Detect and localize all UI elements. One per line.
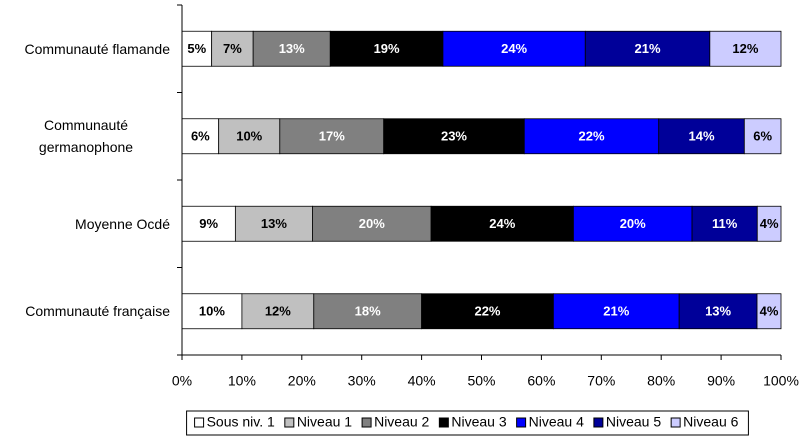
value-label: 6% [191,129,210,144]
bar-segment [383,118,525,155]
value-label: 13% [261,216,287,231]
x-tick-label: 100% [763,373,799,389]
x-tick-label: 20% [288,373,316,389]
category-label-text: Communauté germanophone [38,117,134,156]
value-label: 21% [635,41,661,56]
x-tick-label: 40% [408,373,436,389]
bar-segment [743,118,782,155]
value-label: 20% [359,216,385,231]
bar-segment [573,205,693,242]
bar-segment [279,118,385,155]
value-label: 4% [760,216,779,231]
value-label: 17% [319,129,345,144]
legend-marker [438,417,449,428]
legend-label: Niveau 5 [606,414,661,430]
x-tick-label: 60% [527,373,555,389]
value-label: 22% [579,129,605,144]
value-label: 7% [223,41,242,56]
legend-marker [593,417,604,428]
value-label: 10% [199,304,225,319]
value-label: 22% [474,304,500,319]
value-label: 12% [732,41,758,56]
legend-box [186,410,749,436]
bar-segment [584,30,711,67]
bar-segment [421,293,554,330]
value-label: 21% [603,304,629,319]
value-label: 4% [760,304,779,319]
category-label: Moyenne Ocdé [0,213,170,235]
bar-segment [756,205,782,242]
x-tick-label: 10% [228,373,256,389]
value-label: 13% [705,304,731,319]
x-tick-label: 90% [707,373,735,389]
bar-segment [658,118,745,155]
value-label: 18% [355,304,381,319]
value-label: 6% [753,129,772,144]
legend: Sous niv. 1 Niveau 1 Niveau 2 Niveau 3 Nivea… [186,410,749,436]
bar-segment [430,205,574,242]
bar-segment [329,30,444,67]
bar-segment [442,30,586,67]
legend-label: Niveau 6 [683,414,738,430]
value-label: 11% [712,216,738,231]
legend-marker [516,417,527,428]
x-tick-label: 50% [467,373,495,389]
bar-segment [181,205,236,242]
category-label-text: Communauté française [25,303,170,320]
bar-segment [241,293,315,330]
bar-segment [709,30,782,67]
value-label: 24% [489,216,515,231]
bar-segment [234,205,313,242]
bar-segment [181,293,243,330]
bar-segment [756,293,782,330]
bar-segment [313,293,422,330]
legend-marker [361,417,372,428]
bar-segment [181,30,213,67]
category-label: Communauté germanophone [0,114,170,158]
category-label-text: Communauté flamande [24,40,170,57]
x-tick-label: 80% [647,373,675,389]
legend-marker [284,417,295,428]
bar-segment [552,293,680,330]
value-label: 5% [187,41,206,56]
value-label: 14% [689,129,715,144]
legend-label: Niveau 1 [297,414,352,430]
value-label: 20% [620,216,646,231]
x-tick-label: 0% [172,373,192,389]
bar-segment [211,30,254,67]
value-label: 23% [441,129,467,144]
category-label: Communauté flamande [0,38,170,60]
legend-marker [670,417,681,428]
bar-segment [218,118,281,155]
value-label: 24% [501,41,527,56]
bar-segment [252,30,331,67]
legend-label: Niveau 2 [374,414,429,430]
legend-marker [194,417,205,428]
category-label: Communauté française [0,300,170,322]
value-label: 13% [279,41,305,56]
legend-label: Niveau 4 [529,414,584,430]
x-tick-label: 70% [587,373,615,389]
value-label: 19% [374,41,400,56]
category-label-text: Moyenne Ocdé [75,215,170,232]
value-label: 10% [236,129,262,144]
legend-label: Niveau 3 [451,414,506,430]
legend-label: Sous niv. 1 [207,414,275,430]
value-label: 9% [199,216,218,231]
value-label: 12% [265,304,291,319]
x-tick-label: 30% [348,373,376,389]
